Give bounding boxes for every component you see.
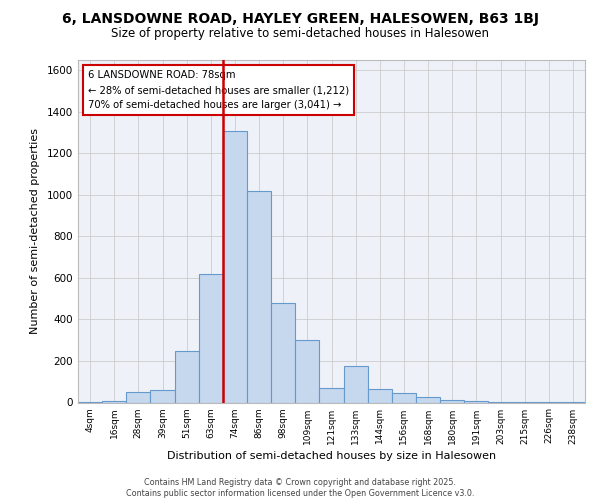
Text: 6 LANSDOWNE ROAD: 78sqm
← 28% of semi-detached houses are smaller (1,212)
70% of: 6 LANSDOWNE ROAD: 78sqm ← 28% of semi-de… bbox=[88, 70, 349, 110]
Bar bbox=[199, 274, 223, 402]
Text: 6, LANSDOWNE ROAD, HAYLEY GREEN, HALESOWEN, B63 1BJ: 6, LANSDOWNE ROAD, HAYLEY GREEN, HALESOW… bbox=[62, 12, 539, 26]
Bar bbox=[295, 340, 319, 402]
Bar bbox=[247, 191, 271, 402]
Bar bbox=[344, 366, 368, 403]
Text: Contains HM Land Registry data © Crown copyright and database right 2025.
Contai: Contains HM Land Registry data © Crown c… bbox=[126, 478, 474, 498]
Bar bbox=[464, 401, 488, 402]
Bar bbox=[151, 390, 175, 402]
Bar bbox=[271, 303, 295, 402]
Bar bbox=[368, 389, 392, 402]
Bar bbox=[440, 400, 464, 402]
Bar bbox=[392, 393, 416, 402]
Bar bbox=[175, 350, 199, 403]
Text: Size of property relative to semi-detached houses in Halesowen: Size of property relative to semi-detach… bbox=[111, 28, 489, 40]
X-axis label: Distribution of semi-detached houses by size in Halesowen: Distribution of semi-detached houses by … bbox=[167, 450, 496, 460]
Bar bbox=[223, 130, 247, 402]
Bar bbox=[102, 401, 126, 402]
Bar bbox=[126, 392, 151, 402]
Bar bbox=[416, 398, 440, 402]
Y-axis label: Number of semi-detached properties: Number of semi-detached properties bbox=[30, 128, 40, 334]
Bar bbox=[319, 388, 344, 402]
